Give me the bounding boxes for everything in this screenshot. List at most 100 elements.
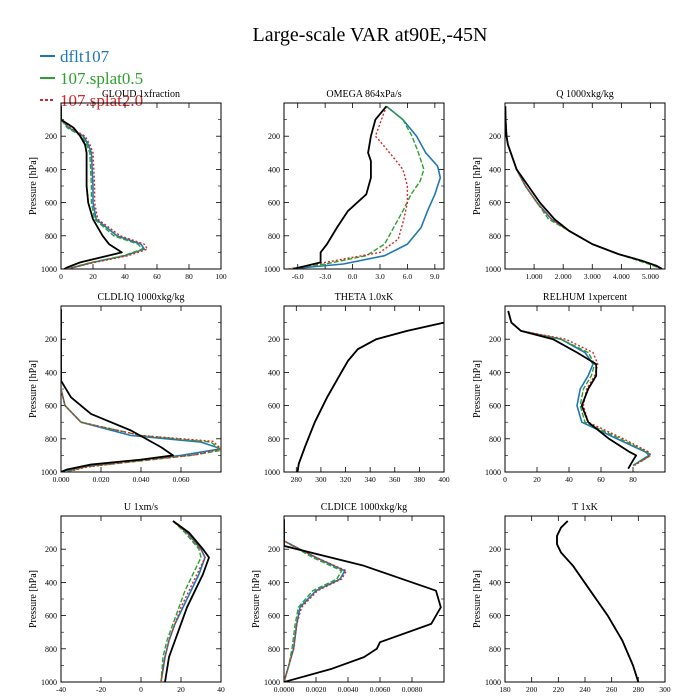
series-line-control — [61, 106, 123, 269]
x-tick-label: 300 — [315, 475, 327, 484]
x-tick-label: -40 — [56, 685, 66, 694]
panel-title: Q 1000xkg/kg — [556, 89, 614, 100]
x-tick-label: 40 — [217, 685, 225, 694]
series-line-control — [61, 309, 174, 472]
y-tick-label: 200 — [489, 132, 501, 141]
x-tick-label: 0.040 — [133, 475, 150, 484]
x-tick-label: 0.0000 — [274, 685, 295, 694]
chart-panel: CLDICE 1000xkg/kg 200 400 600 800 1000 Pressur… — [251, 502, 445, 694]
y-tick-label: 200 — [489, 335, 501, 344]
x-tick-label: -20 — [96, 685, 106, 694]
x-tick-label: 3.0 — [375, 272, 385, 281]
series-line-107-splat2-0 — [160, 520, 206, 682]
y-tick-label: 1000 — [485, 678, 501, 687]
chart-panel: Q 1000xkg/kg 200 400 600 800 1000 Pressure [hP… — [472, 89, 666, 281]
figure-title: Large-scale VAR at90E,-45N — [253, 24, 488, 46]
x-tick-label: 220 — [553, 685, 565, 694]
series-line-107-splat2-0 — [507, 310, 652, 466]
panel-title: T 1xK — [572, 502, 598, 513]
series-line-control — [505, 106, 663, 269]
y-tick-label: 200 — [489, 545, 501, 554]
panel-title: CLOUD 1xfraction — [102, 89, 180, 100]
series-line-control — [164, 520, 210, 682]
panels: CLOUD 1xfraction2004006008001000Pressure… — [28, 89, 671, 694]
panel-frame — [283, 102, 445, 270]
x-tick-label: 320 — [340, 475, 352, 484]
x-tick-label: 0.000 — [53, 475, 70, 484]
y-tick-label: 600 — [45, 402, 57, 411]
x-tick-label: 2.000 — [555, 272, 572, 281]
y-tick-label: 600 — [489, 612, 501, 621]
x-tick-label: 300 — [659, 685, 671, 694]
x-tick-label: 1.000 — [526, 272, 543, 281]
y-tick-label: 1000 — [264, 265, 280, 274]
y-tick-label: 400 — [45, 578, 57, 587]
series-line-107-splat0-5 — [296, 321, 444, 472]
y-tick-label: 1000 — [485, 468, 501, 477]
x-tick-label: 4.000 — [613, 272, 630, 281]
y-tick-label: 1000 — [41, 468, 57, 477]
legend-label: 107.splat0.5 — [60, 69, 143, 88]
y-axis-label: Pressure [hPa] — [472, 360, 483, 418]
y-tick-label: 600 — [268, 199, 280, 208]
panel-title: RELHUM 1xpercent — [543, 292, 627, 303]
chart-panel: CLOUD 1xfraction2004006008001000Pressure… — [28, 89, 227, 281]
y-axis-label: Pressure [hPa] — [28, 157, 39, 215]
chart-panel: THETA 1.0xK 200 400 600 800 1000 280 300 320 340 3… — [264, 292, 450, 484]
y-tick-label: 400 — [489, 368, 501, 377]
series-line-107-splat0-5 — [61, 309, 221, 472]
y-tick-label: 600 — [45, 199, 57, 208]
series-line-107-splat2-0 — [61, 309, 221, 472]
y-tick-label: 200 — [268, 545, 280, 554]
y-tick-label: 600 — [45, 612, 57, 621]
x-tick-label: 9.0 — [430, 272, 440, 281]
chart-panel: CLDLIQ 1000xkg/kg 200 400 600 800 1000 Pressur… — [28, 292, 222, 484]
y-tick-label: 800 — [268, 435, 280, 444]
panel-frame — [504, 305, 666, 473]
y-tick-label: 800 — [45, 645, 57, 654]
x-tick-label: 20 — [89, 272, 97, 281]
x-tick-label: 0.0040 — [338, 685, 359, 694]
x-tick-label: 5.000 — [642, 272, 659, 281]
x-tick-label: 80 — [185, 272, 193, 281]
series-line-dflt107 — [296, 321, 444, 472]
x-tick-label: 340 — [365, 475, 377, 484]
chart-panel: RELHUM 1xpercent2004006008001000Pressure… — [472, 292, 666, 484]
y-tick-label: 200 — [45, 335, 57, 344]
panel-title: CLDICE 1000xkg/kg — [321, 502, 407, 513]
y-tick-label: 200 — [268, 132, 280, 141]
y-tick-label: 800 — [489, 645, 501, 654]
y-tick-label: 600 — [489, 199, 501, 208]
x-tick-label: 400 — [438, 475, 450, 484]
x-tick-label: 0.0020 — [306, 685, 327, 694]
x-tick-label: 380 — [414, 475, 426, 484]
panel-frame — [504, 515, 666, 683]
series-line-control — [284, 519, 442, 682]
x-tick-label: 20 — [177, 685, 185, 694]
chart-panel: OMEGA 864xPa/s 200 400 600 800 1000 -6.0 -3.0 0.… — [264, 89, 445, 281]
x-tick-label: 0 — [503, 475, 507, 484]
x-tick-label: 260 — [606, 685, 618, 694]
x-tick-label: 40 — [565, 475, 573, 484]
y-tick-label: 1000 — [41, 678, 57, 687]
chart-panel: T 1xK 200 400 600 800 1000 Pressure [hPa] 180 20… — [472, 502, 671, 694]
y-axis-label: Pressure [hPa] — [251, 570, 262, 628]
y-tick-label: 400 — [489, 165, 501, 174]
y-tick-label: 800 — [45, 435, 57, 444]
legend: dflt107 107.splat0.5 107.splat2.0 — [40, 47, 143, 110]
x-tick-label: 0.020 — [93, 475, 110, 484]
x-tick-label: 0.0080 — [402, 685, 423, 694]
series-line-dflt107 — [160, 520, 206, 682]
series-line-107-splat2-0 — [296, 321, 444, 472]
x-tick-label: 360 — [389, 475, 401, 484]
series-line-control — [507, 310, 638, 470]
y-tick-label: 200 — [45, 132, 57, 141]
series-line-control — [556, 520, 640, 682]
y-tick-label: 800 — [489, 435, 501, 444]
x-tick-label: 100 — [215, 272, 227, 281]
y-axis-label: Pressure [hPa] — [28, 360, 39, 418]
x-tick-label: 0.060 — [173, 475, 190, 484]
y-tick-label: 400 — [268, 578, 280, 587]
x-tick-label: 60 — [153, 272, 161, 281]
